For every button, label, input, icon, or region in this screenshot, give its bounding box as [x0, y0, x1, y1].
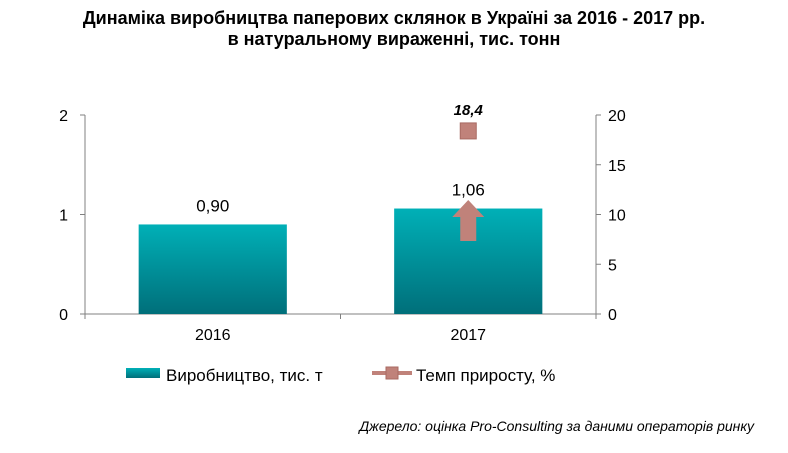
x-axis-tick-label: 2016: [195, 327, 231, 344]
right-axis-tick-label: 5: [608, 257, 617, 274]
bar-2016: [138, 224, 287, 314]
chart-title-line-2: в натуральному вираженні, тис. тонн: [227, 29, 561, 49]
left-axis-tick-label: 2: [59, 108, 68, 125]
growth-arrow-icon: [452, 200, 485, 241]
source-note: Джерело: оцінка Pro-Consulting за даними…: [359, 418, 754, 434]
bar-data-label: 0,90: [196, 196, 229, 215]
markers: [459, 122, 477, 140]
right-axis-tick-label: 10: [608, 208, 626, 225]
data-labels: 0,90 1,06 18,4: [196, 102, 485, 216]
bars: [138, 200, 543, 314]
right-axis-tick-label: 15: [608, 158, 626, 175]
right-axis-tick-label: 20: [608, 108, 626, 125]
chart-title: Динаміка виробництва паперових склянок в…: [0, 8, 788, 50]
growth-data-label: 18,4: [454, 102, 484, 119]
legend-marker-swatch: [385, 366, 399, 380]
legend-item-production: Виробництво, тис. т: [166, 366, 323, 385]
left-axis-tick-label: 0: [59, 307, 68, 324]
left-axis-tick-label: 1: [59, 208, 68, 225]
legend-item-growth: Темп приросту, %: [416, 366, 555, 385]
legend-bar-swatch: [126, 368, 160, 378]
right-axis-tick-label: 0: [608, 307, 617, 324]
chart-title-line-1: Динаміка виробництва паперових склянок в…: [82, 8, 706, 28]
legend: Виробництво, тис. т Темп приросту, %: [126, 366, 555, 385]
x-axis-tick-label: 2017: [450, 327, 486, 344]
bar-data-label: 1,06: [452, 181, 485, 200]
growth-marker-2017: [459, 122, 477, 140]
